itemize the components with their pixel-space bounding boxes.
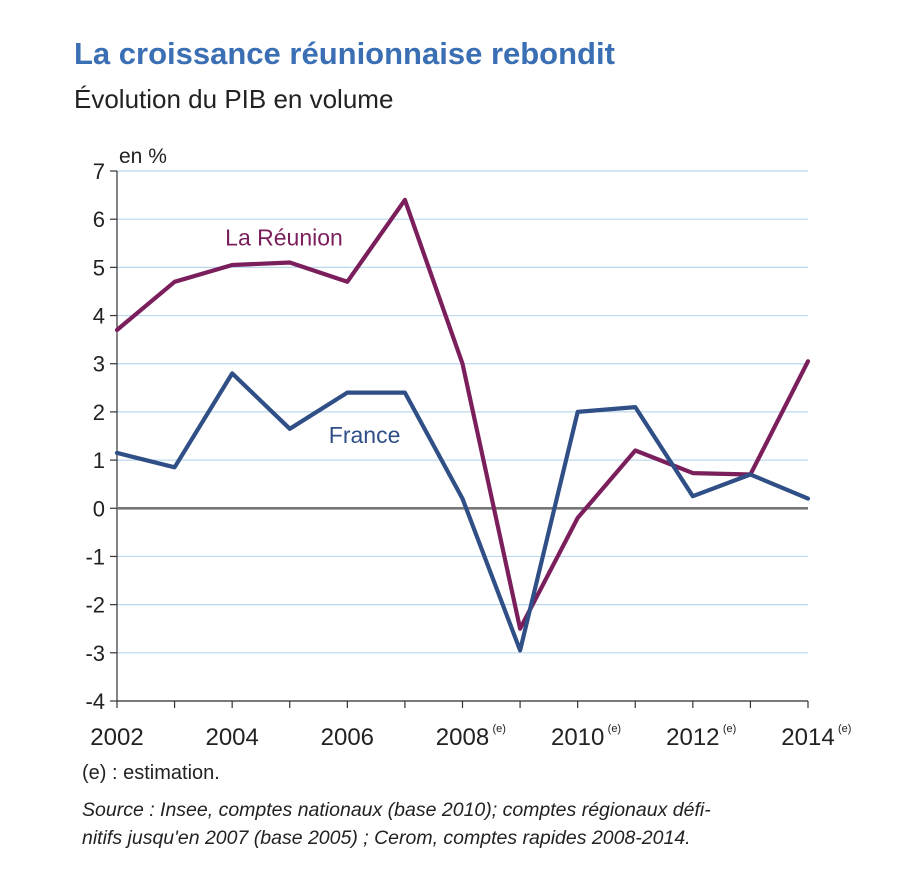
chart-title: La croissance réunionnaise rebondit xyxy=(74,36,615,71)
source-note: Source : Insee, comptes nationaux (base … xyxy=(82,796,802,852)
y-tick-label: 3 xyxy=(93,352,105,377)
series-label: La Réunion xyxy=(225,225,343,251)
y-tick-label: 5 xyxy=(93,255,105,280)
x-tick-superscript: (e) xyxy=(608,723,621,735)
gridlines xyxy=(117,170,808,702)
estimation-note: (e) : estimation. xyxy=(82,762,220,784)
y-axis-label: en % xyxy=(119,145,167,168)
y-tick-label: 1 xyxy=(93,448,105,473)
x-tick-superscript: (e) xyxy=(723,723,736,735)
y-tick-label: 2 xyxy=(93,400,105,425)
x-tick-label: 2008 xyxy=(436,724,489,751)
chart-labels: 7 6 5 4 3 2 1 0 -1 -2 -3 -4 en % 2002 2004 2006 2008 (e) 2… xyxy=(85,145,851,751)
x-tick-superscript: (e) xyxy=(838,723,851,735)
y-tick-label: 7 xyxy=(93,159,105,184)
source-line: nitifs jusqu'en 2007 (base 2005) ; Cerom… xyxy=(82,827,691,849)
x-tick-label: 2012 xyxy=(666,724,719,751)
y-tick-label: 4 xyxy=(93,304,105,329)
x-tick-label: 2002 xyxy=(90,724,143,751)
series-lines xyxy=(114,197,811,653)
source-line: Source : Insee, comptes nationaux (base … xyxy=(82,799,711,821)
series-line-france xyxy=(114,371,811,653)
series-label: France xyxy=(329,422,401,448)
x-tick-label: 2014 xyxy=(781,724,834,751)
y-tick-label: 6 xyxy=(93,207,105,232)
x-tick-label: 2010 xyxy=(551,724,604,751)
x-tick-superscript: (e) xyxy=(493,723,506,735)
x-tick-label: 2004 xyxy=(205,724,258,751)
y-tick-label: -4 xyxy=(85,689,105,714)
chart-subtitle: Évolution du PIB en volume xyxy=(74,84,394,114)
x-tick-label: 2006 xyxy=(321,724,374,751)
line-chart: 7 6 5 4 3 2 1 0 -1 -2 -3 -4 en % 2002 2004 2006 2008 (e) 2… xyxy=(85,145,851,751)
axes xyxy=(110,170,809,708)
y-tick-label: -1 xyxy=(85,544,105,569)
y-tick-label: -2 xyxy=(85,593,105,618)
y-tick-label: 0 xyxy=(93,496,105,521)
series-line-la-réunion xyxy=(114,197,811,631)
y-tick-label: -3 xyxy=(85,641,105,666)
